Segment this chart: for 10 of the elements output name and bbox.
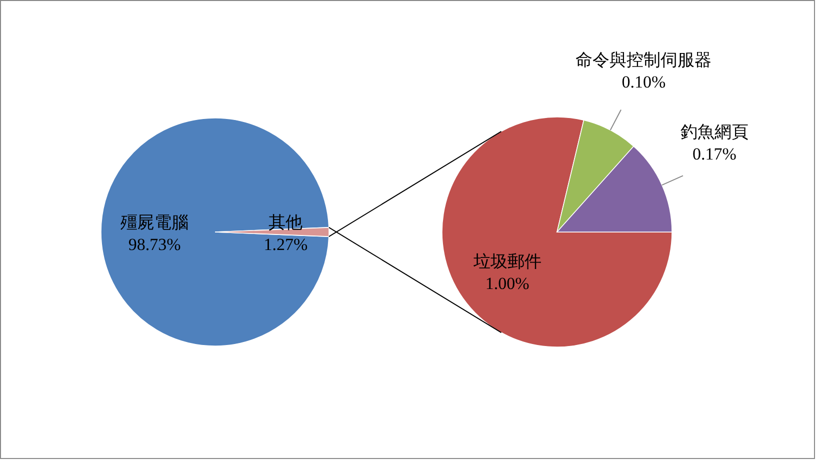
data-label: 1.00%	[485, 274, 530, 294]
slice-label: 其他	[268, 213, 303, 232]
data-label: 0.10%	[622, 72, 666, 92]
slice-label: 命令與控制伺服器	[576, 50, 712, 70]
data-label: 1.27%	[264, 235, 308, 254]
slice-label: 殭屍電腦	[120, 213, 189, 232]
slice-label: 垃圾郵件	[472, 252, 542, 272]
data-label: 98.73%	[128, 235, 181, 254]
data-label: 0.17%	[692, 144, 736, 164]
slice-label: 釣魚網頁	[680, 122, 748, 142]
